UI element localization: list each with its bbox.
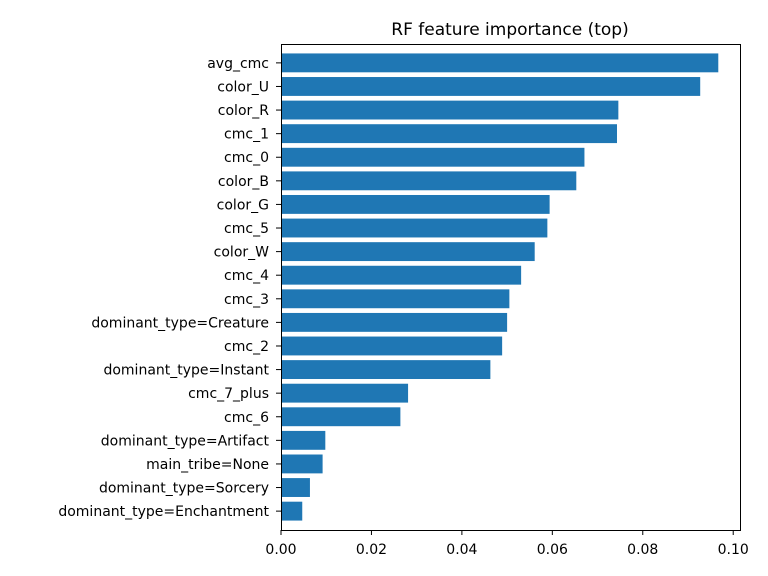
x-tick-label: 0.10 [718, 542, 749, 558]
y-tick-label: main_tribe=None [146, 457, 269, 473]
y-axis: avg_cmc color_U color_R cmc_1 cmc_0 color_Bco… [58, 56, 281, 520]
bar-color_R [281, 100, 619, 120]
bar-color_G [281, 194, 550, 214]
bar-dominant_type=Artifact [281, 430, 326, 450]
y-tick-label: dominant_type=Creature [91, 315, 269, 331]
bar-cmc_5 [281, 218, 548, 238]
bar-cmc_6 [281, 407, 401, 427]
y-tick-label: color_U [217, 79, 269, 95]
y-tick-label: cmc_2 [224, 339, 269, 355]
bar-cmc_0 [281, 147, 585, 167]
bar-color_B [281, 171, 577, 191]
x-tick-label: 0.06 [537, 542, 568, 558]
y-tick-label: color_W [214, 245, 269, 261]
x-tick-label: 0.02 [356, 542, 387, 558]
plot-frame [281, 44, 741, 531]
chart-title: RF feature importance (top) [391, 20, 628, 40]
y-tick-label: cmc_6 [224, 410, 269, 426]
x-tick-label: 0.00 [265, 542, 296, 558]
x-axis: 0.00 0.02 0.04 0.06 0.08 0.10 [265, 530, 749, 558]
y-tick-label: dominant_type=Enchantment [58, 504, 269, 520]
y-tick-label: dominant_type=Instant [103, 363, 269, 379]
bar-cmc_3 [281, 289, 510, 309]
bar-avg_cmc [281, 53, 719, 73]
bar-cmc_1 [281, 124, 617, 144]
x-tick-label: 0.04 [446, 542, 477, 558]
bar-cmc_2 [281, 336, 503, 356]
y-tick-label: dominant_type=Artifact [101, 433, 270, 449]
bar-cmc_7_plus [281, 383, 409, 403]
bar-main_tribe=None [281, 454, 323, 474]
bar-dominant_type=Enchantment [281, 501, 303, 521]
bar-color_U [281, 77, 701, 96]
y-tick-label: color_G [217, 197, 269, 213]
bar-dominant_type=Creature [281, 312, 508, 332]
y-tick-label: color_R [218, 103, 269, 119]
y-tick-label: cmc_3 [224, 292, 269, 308]
y-tick-label: cmc_0 [224, 150, 269, 166]
y-tick-label: cmc_1 [224, 127, 269, 143]
bar-color_W [281, 242, 535, 262]
y-tick-label: cmc_4 [224, 268, 269, 284]
y-tick-label: dominant_type=Sorcery [99, 481, 269, 497]
bar-dominant_type=Sorcery [281, 478, 310, 497]
y-tick-label: cmc_5 [224, 221, 269, 237]
y-tick-label: avg_cmc [207, 56, 269, 72]
y-tick-label: color_B [218, 174, 269, 190]
bar-dominant_type=Instant [281, 360, 491, 380]
x-tick-label: 0.08 [627, 542, 658, 558]
y-tick-label: cmc_7_plus [188, 386, 269, 402]
bars-group [281, 53, 719, 521]
bar-cmc_4 [281, 265, 522, 285]
